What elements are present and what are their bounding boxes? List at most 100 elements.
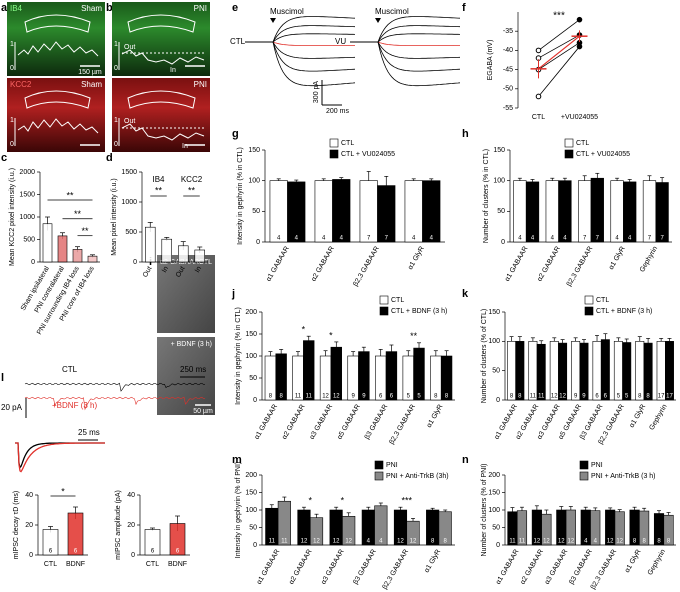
n-label: 8 (642, 539, 646, 545)
n-label: 8 (667, 539, 671, 545)
legend-label: CTL (341, 140, 354, 147)
panel-label: m (232, 454, 242, 466)
y-tick-label: 0 (501, 239, 505, 246)
y-tick-label: 500 (125, 229, 137, 236)
bar (623, 181, 637, 243)
n-label: 4 (518, 236, 522, 242)
point (576, 43, 583, 50)
x-tick-label: β2,3 GABAAR (590, 548, 619, 590)
drug-label: Muscimol (375, 7, 409, 16)
bar (377, 185, 396, 243)
y-tick-label: 150 (493, 147, 505, 154)
x-tick-label: +VU024055 (561, 114, 598, 121)
bar (42, 529, 59, 556)
bar (161, 238, 173, 263)
y-tick-label: 0 (256, 239, 260, 246)
x-tick-label: α1 GlyR (624, 548, 643, 574)
trace (245, 41, 356, 72)
profile (121, 49, 205, 65)
scale-label: 150 µm (78, 69, 102, 76)
x-tick-label: α1 GlyR (608, 245, 627, 271)
bar (178, 245, 189, 263)
bar (67, 512, 84, 556)
n-label: 9 (574, 394, 578, 400)
n-label: 8 (633, 539, 637, 545)
n-label: 8 (445, 394, 449, 400)
bar (571, 341, 581, 401)
n-label: 4 (277, 236, 281, 242)
trace (350, 41, 461, 87)
trace (15, 442, 105, 473)
y-tick-label: 150 (488, 489, 500, 496)
bar (656, 341, 666, 401)
n-label: 6 (390, 394, 394, 400)
x-tick-label: α1 GlyR (628, 403, 647, 429)
bar (169, 523, 186, 556)
x-tick-label: CTL (146, 561, 159, 568)
y-tick-label: 100 (488, 338, 500, 345)
bar (622, 342, 632, 401)
legend-label: CTL (596, 297, 609, 304)
legend-swatch (379, 295, 389, 305)
n-label: 12 (313, 539, 320, 545)
y-tick-label: -40 (503, 47, 513, 54)
trace (350, 33, 461, 43)
y-tick-label: 150 (245, 331, 257, 338)
bar (57, 235, 68, 263)
x-tick-label: β3 GABAAR (364, 403, 390, 440)
n-label: 6 (595, 394, 599, 400)
n-label: 12 (333, 539, 340, 545)
y-axis-label: mIPSC decay τD (ms) (13, 491, 20, 560)
image-label: + BDNF (3 h) (171, 341, 212, 348)
x-tick-label: β2,3 GABAAR (566, 245, 595, 287)
panel-label: b (106, 2, 113, 14)
panel-label: e (232, 2, 238, 14)
n-label: 12 (322, 394, 329, 400)
bar (385, 351, 398, 401)
bar (558, 180, 572, 243)
y-axis-label: mIPSC amplitude (pA) (115, 490, 122, 560)
bar (515, 341, 525, 401)
profile (17, 41, 99, 57)
scale-label: 300 pA (313, 81, 320, 104)
x-tick-label: Out (175, 265, 187, 278)
legend-swatch (579, 460, 589, 470)
bar (404, 180, 423, 243)
image (112, 78, 210, 152)
bar (558, 342, 568, 401)
bar (643, 342, 653, 401)
n-label: 8 (646, 394, 650, 400)
n-label: 5 (407, 394, 411, 400)
legend-label: CTL + VU024055 (341, 151, 395, 158)
y-tick-label: 0 (253, 542, 257, 549)
x-tick-label: Gephyrin (647, 548, 667, 576)
legend-swatch (579, 471, 589, 481)
n-label: 6 (604, 394, 608, 400)
n-label: 6 (74, 549, 78, 555)
bar (525, 181, 540, 243)
y-tick-label: 1000 (19, 214, 35, 221)
y-tick-label: 100 (488, 507, 500, 514)
bar (528, 341, 538, 401)
bar (144, 529, 161, 556)
n-label: 12 (567, 539, 574, 545)
bar (277, 500, 291, 546)
bar (342, 515, 356, 546)
x-tick-label: β3 GABAAR (352, 548, 378, 585)
group-label: IB4 (152, 175, 165, 184)
bar (663, 514, 674, 546)
image-label: PNI (194, 4, 207, 13)
significance: * (302, 325, 306, 335)
y-axis-label: Number of clusters (% of PNI) (481, 464, 488, 557)
trace (350, 41, 460, 46)
legend-swatch (584, 306, 594, 316)
bar (422, 180, 441, 243)
panel-label: j (231, 288, 235, 300)
bar (516, 510, 528, 546)
bar (374, 505, 388, 546)
legend-swatch (379, 306, 389, 316)
bar (579, 342, 589, 401)
bar (613, 341, 623, 401)
trace-label: +BDNF (3 h) (52, 401, 97, 410)
trace-label: CTL (62, 365, 78, 374)
